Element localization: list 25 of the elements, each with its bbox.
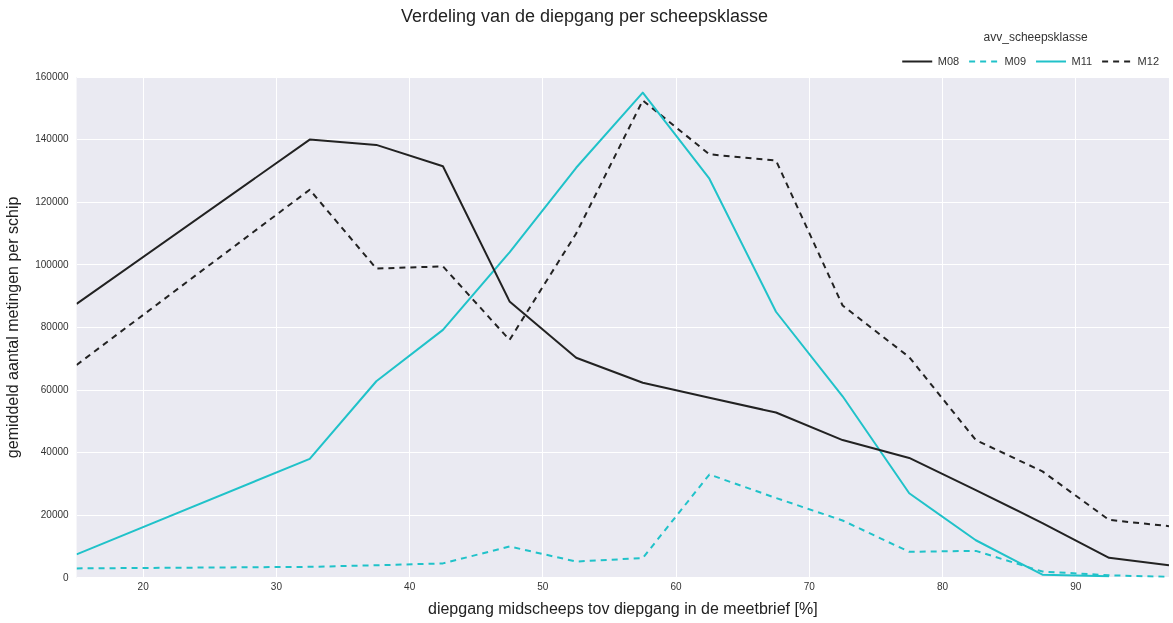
y-tick-label: 100000	[35, 258, 69, 270]
y-tick-label: 140000	[35, 133, 69, 145]
legend-label: M12	[1137, 54, 1160, 67]
y-tick-label: 40000	[40, 446, 69, 458]
y-tick-label: 80000	[40, 321, 69, 333]
legend-label: M08	[937, 54, 960, 67]
y-tick-label: 0	[63, 571, 70, 583]
x-tick-label: 90	[1070, 580, 1082, 592]
y-tick-label: 60000	[40, 383, 69, 395]
legend-label: M11	[1071, 54, 1093, 67]
y-tick-label: 20000	[40, 508, 69, 520]
y-tick-label: 160000	[35, 70, 69, 82]
x-axis-title: diepgang midscheeps tov diepgang in de meetbrief [%]	[427, 599, 818, 617]
x-tick-label: 50	[537, 580, 549, 592]
x-tick-label: 60	[670, 580, 683, 592]
x-tick-label: 30	[270, 580, 283, 592]
x-tick-label: 70	[803, 580, 816, 592]
y-tick-label: 120000	[35, 195, 69, 207]
x-tick-label: 80	[936, 580, 949, 592]
x-tick-label: 20	[137, 580, 150, 592]
legend-label: M09	[1004, 54, 1027, 67]
legend-title: avv_scheepsklasse	[983, 29, 1088, 44]
chart-title: Verdeling van de diepgang per scheepsklasse	[400, 5, 769, 26]
y-axis-title: gemiddeld aantal metingen per schip	[4, 196, 22, 459]
x-tick-label: 40	[404, 580, 416, 592]
